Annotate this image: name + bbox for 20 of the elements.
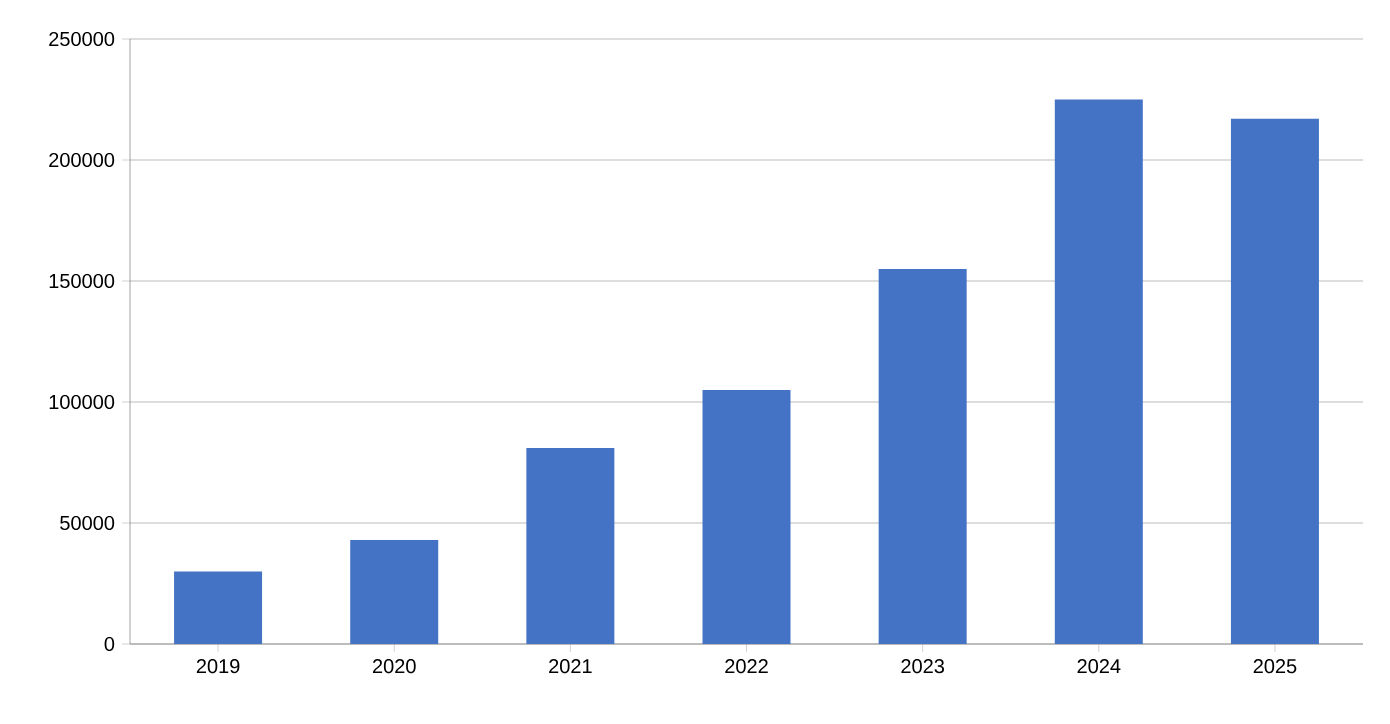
x-tick-label: 2023: [901, 659, 945, 674]
bar: [1054, 99, 1143, 644]
y-tick-label: 0: [104, 636, 115, 652]
x-tick-label: 2020: [372, 659, 416, 674]
y-tick-label: 250000: [49, 31, 115, 47]
x-tick-label: 2024: [1077, 659, 1121, 674]
y-tick-label: 100000: [49, 394, 115, 410]
y-tick-label: 200000: [49, 152, 115, 168]
x-tick-label: 2021: [549, 659, 592, 674]
bar: [1230, 118, 1319, 644]
bar: [174, 571, 263, 644]
x-tick-label: 2025: [1253, 659, 1297, 674]
bar: [878, 268, 967, 644]
y-tick-label: 150000: [49, 273, 115, 289]
x-tick-label: 2022: [725, 659, 768, 674]
y-tick-label: 50000: [60, 515, 115, 531]
bar: [702, 389, 791, 644]
x-tick-label: 2019: [196, 659, 240, 674]
bar: [350, 539, 439, 644]
bar: [526, 447, 615, 644]
